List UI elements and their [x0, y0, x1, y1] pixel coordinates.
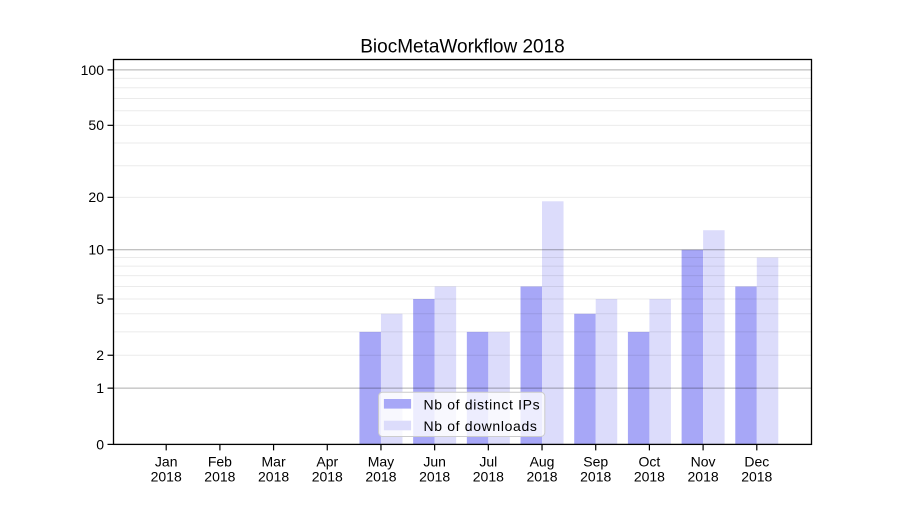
- svg-text:5: 5: [96, 291, 104, 307]
- svg-text:BiocMetaWorkflow 2018: BiocMetaWorkflow 2018: [360, 36, 565, 57]
- svg-text:2018: 2018: [473, 469, 504, 485]
- svg-text:2018: 2018: [365, 469, 396, 485]
- svg-text:2018: 2018: [312, 469, 343, 485]
- svg-text:Nov: Nov: [691, 454, 716, 470]
- svg-text:2018: 2018: [204, 469, 235, 485]
- svg-text:10: 10: [88, 242, 104, 258]
- svg-text:1: 1: [96, 380, 104, 396]
- svg-text:Jul: Jul: [479, 454, 497, 470]
- svg-text:Dec: Dec: [744, 454, 769, 470]
- svg-text:Apr: Apr: [316, 454, 338, 470]
- svg-text:2018: 2018: [634, 469, 665, 485]
- svg-text:2018: 2018: [151, 469, 182, 485]
- svg-text:Jun: Jun: [423, 454, 446, 470]
- svg-text:20: 20: [88, 189, 104, 205]
- svg-text:Oct: Oct: [639, 454, 661, 470]
- svg-text:0: 0: [96, 436, 104, 452]
- svg-text:2: 2: [96, 347, 104, 363]
- svg-text:100: 100: [81, 62, 105, 78]
- svg-text:Jan: Jan: [155, 454, 178, 470]
- svg-text:2018: 2018: [688, 469, 719, 485]
- svg-text:Nb of downloads: Nb of downloads: [424, 418, 538, 434]
- svg-text:Aug: Aug: [530, 454, 555, 470]
- svg-text:May: May: [368, 454, 394, 470]
- svg-text:2018: 2018: [741, 469, 772, 485]
- svg-text:50: 50: [88, 117, 104, 133]
- svg-text:Nb of distinct IPs: Nb of distinct IPs: [424, 396, 541, 412]
- svg-text:2018: 2018: [419, 469, 450, 485]
- svg-text:Mar: Mar: [262, 454, 286, 470]
- svg-text:Sep: Sep: [583, 454, 608, 470]
- svg-text:Feb: Feb: [208, 454, 232, 470]
- svg-text:2018: 2018: [258, 469, 289, 485]
- svg-text:2018: 2018: [526, 469, 557, 485]
- svg-text:2018: 2018: [580, 469, 611, 485]
